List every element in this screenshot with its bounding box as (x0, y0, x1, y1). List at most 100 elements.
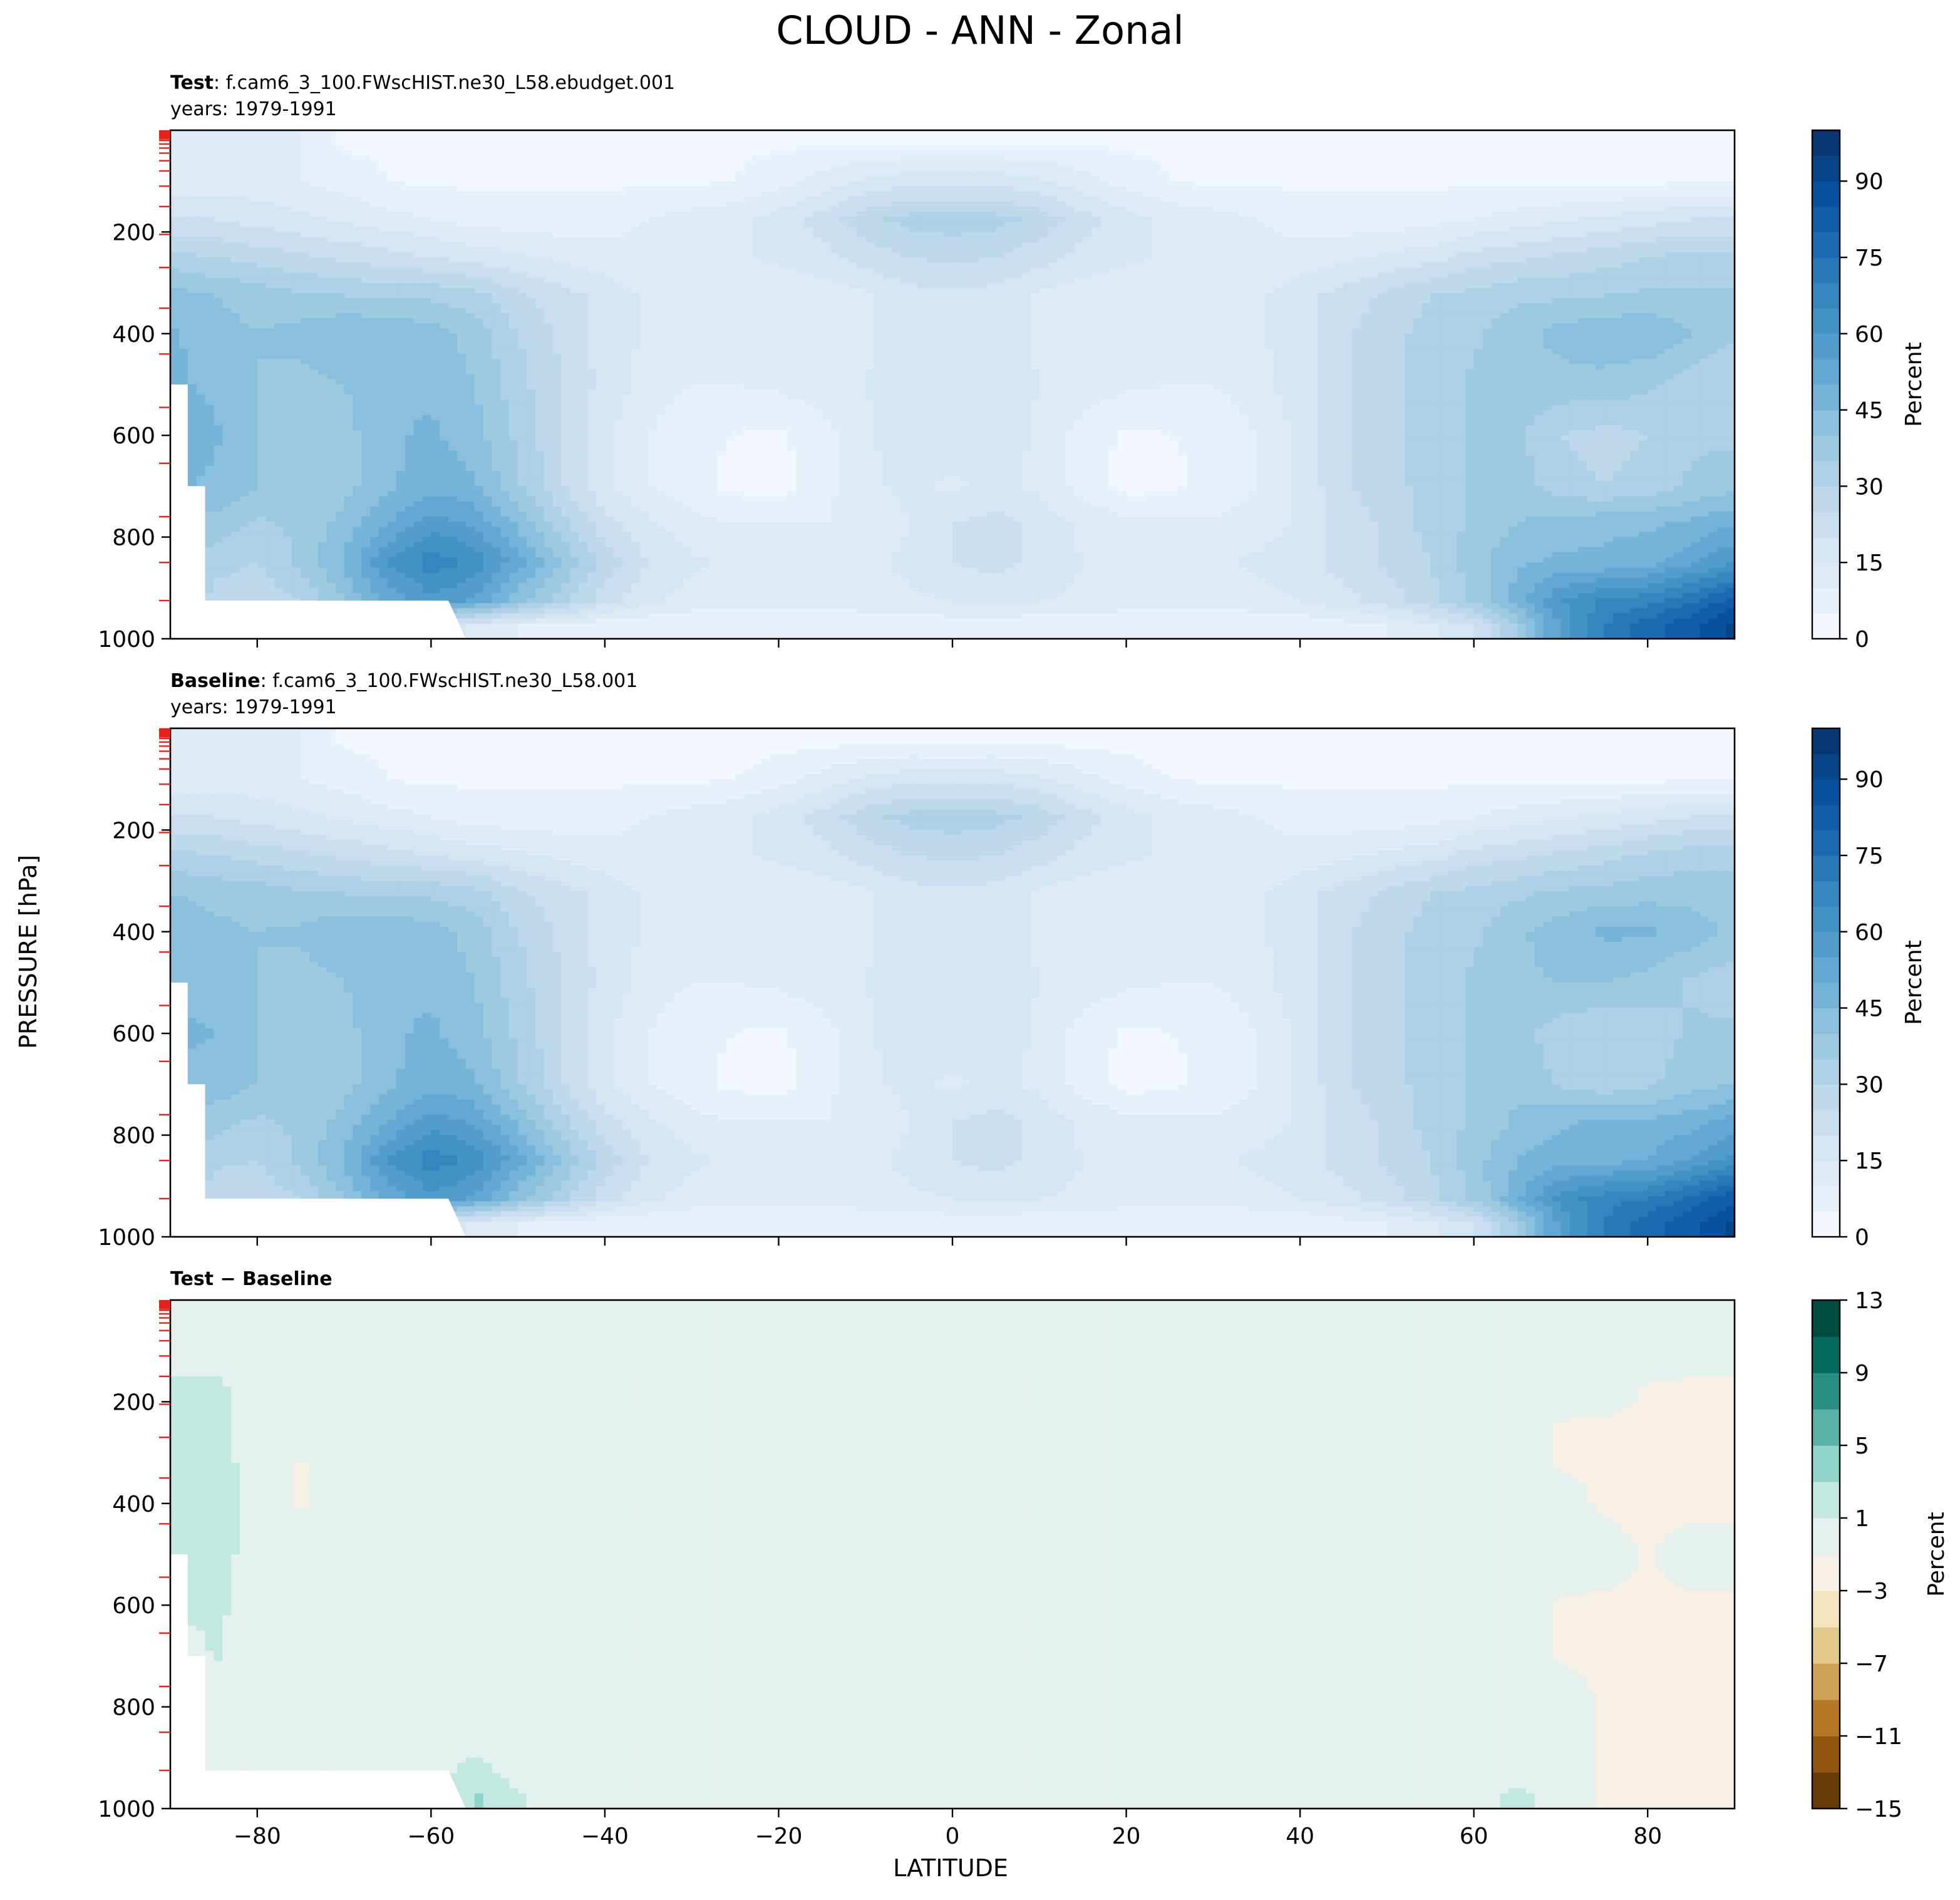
contour-cell (1639, 161, 1648, 167)
contour-cell (596, 166, 606, 172)
contour-cell (926, 181, 936, 187)
contour-cell (1004, 145, 1014, 151)
contour-cell (240, 181, 249, 187)
contour-cell (353, 156, 362, 162)
contour-cell (1691, 145, 1701, 151)
contour-cell (170, 171, 180, 177)
contour-cell (1282, 156, 1292, 162)
contour-cell (1500, 166, 1509, 172)
contour-cell (1630, 145, 1639, 151)
contour-cell (1396, 176, 1405, 182)
contour-cell (1091, 140, 1101, 146)
contour-cell (1526, 181, 1535, 187)
contour-cell (440, 161, 449, 167)
contour-cell (701, 181, 710, 187)
contour-cell (388, 156, 397, 162)
contour-cell (944, 150, 953, 156)
contour-cell (944, 166, 953, 172)
contour-cell (457, 176, 467, 182)
contour-cell (518, 140, 527, 146)
contour-cell (483, 176, 493, 182)
contour-cell (778, 171, 788, 177)
contour-cell (570, 186, 579, 192)
contour-cell (900, 156, 910, 162)
contour-cell (1213, 181, 1222, 187)
contour-cell (1448, 150, 1457, 156)
contour-cell (1179, 145, 1188, 151)
contour-cell (1187, 135, 1197, 141)
contour-cell (770, 181, 780, 187)
contour-cell (692, 145, 701, 151)
contour-cell (1239, 161, 1249, 167)
contour-cell (1083, 181, 1092, 187)
contour-cell (422, 145, 431, 151)
contour-cell (405, 176, 415, 182)
contour-cell (1143, 166, 1153, 172)
contour-cell (666, 135, 675, 141)
contour-cell (1179, 181, 1188, 187)
contour-cell (1578, 150, 1587, 156)
contour-cell (405, 135, 415, 141)
contour-cell (1439, 161, 1448, 167)
contour-cell (570, 130, 579, 136)
contour-cell (1309, 171, 1318, 177)
contour-cell (1118, 176, 1127, 182)
contour-cell (744, 140, 753, 146)
contour-cell (222, 161, 232, 167)
contour-cell (1683, 156, 1692, 162)
contour-cell (1509, 176, 1518, 182)
contour-cell (1266, 150, 1275, 156)
contour-cell (840, 145, 849, 151)
contour-cell (1326, 181, 1336, 187)
contour-cell (361, 171, 371, 177)
contour-cell (353, 161, 362, 167)
contour-cell (1100, 186, 1110, 192)
contour-cell (1118, 156, 1127, 162)
contour-cell (570, 135, 579, 141)
contour-cell (448, 140, 458, 146)
contour-cell (935, 161, 944, 167)
contour-cell (1344, 176, 1353, 182)
contour-cell (961, 145, 971, 151)
contour-cell (1439, 145, 1448, 151)
contour-cell (1266, 130, 1275, 136)
contour-cell (448, 156, 458, 162)
contour-cell (1291, 135, 1301, 141)
contour-cell (1091, 161, 1101, 167)
contour-cell (1526, 166, 1535, 172)
contour-cell (1335, 171, 1344, 177)
contour-cell (1552, 171, 1562, 177)
contour-cell (917, 150, 927, 156)
contour-cell (892, 186, 901, 192)
contour-cell (1004, 166, 1014, 172)
contour-cell (1613, 166, 1622, 172)
contour-cell (926, 161, 936, 167)
contour-cell (666, 161, 675, 167)
contour-cell (266, 161, 276, 167)
contour-cell (735, 135, 745, 141)
contour-cell (639, 130, 649, 136)
contour-cell (1300, 176, 1309, 182)
contour-cell (388, 145, 397, 151)
contour-cell (257, 166, 267, 172)
contour-cell (1213, 140, 1222, 146)
contour-cell (1204, 150, 1214, 156)
contour-cell (1022, 161, 1031, 167)
contour-cell (1369, 176, 1379, 182)
contour-cell (1291, 140, 1301, 146)
contour-cell (518, 176, 527, 182)
contour-cell (240, 145, 249, 151)
contour-cell (1517, 135, 1527, 141)
contour-cell (1282, 161, 1292, 167)
panels: 2004006008001000Test: f.cam6_3_100.FWscH… (98, 72, 1949, 1849)
contour-cell (1683, 135, 1692, 141)
contour-cell (1509, 171, 1518, 177)
contour-cell (744, 150, 753, 156)
contour-cell (222, 186, 232, 192)
contour-cell (778, 130, 788, 136)
contour-cell (1656, 161, 1666, 167)
contour-cell (1665, 130, 1674, 136)
contour-cell (570, 171, 579, 177)
contour-cell (996, 130, 1005, 136)
